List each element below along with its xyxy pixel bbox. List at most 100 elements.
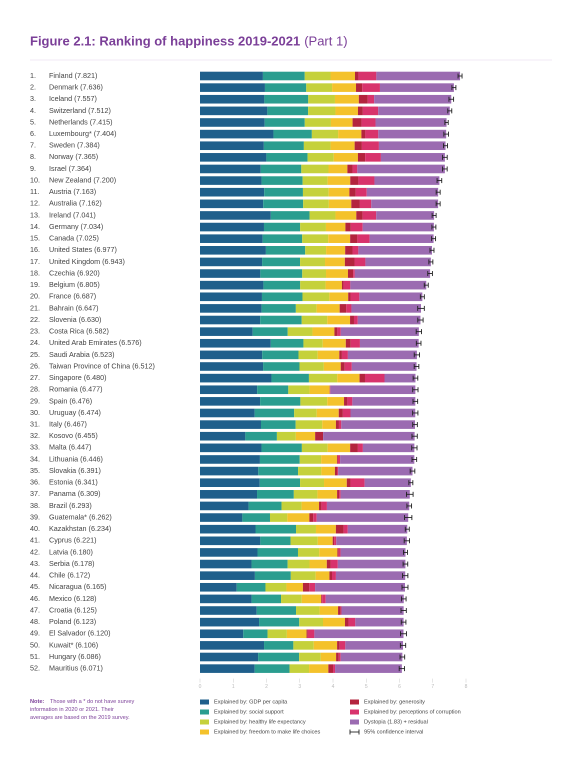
bar-segment <box>200 397 260 406</box>
bar-segment <box>200 258 262 267</box>
bar-segment <box>338 560 406 569</box>
bar-segment <box>350 478 364 487</box>
bar-segment <box>299 362 323 371</box>
bar-segment <box>262 258 300 267</box>
bar-segment <box>200 130 273 139</box>
bar-segment <box>200 618 259 627</box>
bar-segment <box>200 107 267 116</box>
legend-swatch <box>200 730 209 735</box>
rank-label: 42. <box>30 547 40 556</box>
bar-segment <box>245 432 277 441</box>
legend-swatch <box>200 710 209 715</box>
bar-segment <box>314 641 337 650</box>
bar-segment <box>345 641 403 650</box>
bar-segment <box>271 339 304 348</box>
bar-segment <box>319 548 337 557</box>
bar-segment <box>332 571 336 580</box>
category-label: Taiwan Province of China (6.512) <box>49 361 155 370</box>
bar-segment <box>329 571 332 580</box>
bar-segment <box>270 513 287 522</box>
bar-segment <box>287 629 307 638</box>
category-label: El Salvador (6.120) <box>49 629 111 638</box>
bar-segment <box>337 641 340 650</box>
bar-segment <box>200 664 255 673</box>
bar-segment <box>345 258 355 267</box>
bar-segment <box>302 269 326 278</box>
rank-label: 35. <box>30 466 40 475</box>
bar-segment <box>255 571 291 580</box>
bar-segment <box>260 316 302 325</box>
bar-segment <box>200 83 265 92</box>
bar-segment <box>350 176 358 185</box>
bar-segment <box>341 420 415 429</box>
bar-segment <box>286 583 302 592</box>
bar-segment <box>261 165 302 174</box>
category-label: Nicaragua (6.165) <box>49 582 107 591</box>
bar-segment <box>200 223 264 232</box>
bar-segment <box>315 432 323 441</box>
note-label: Note: <box>30 699 44 705</box>
bar-segment <box>368 95 374 104</box>
bar-segment <box>257 490 294 499</box>
bar-segment <box>327 316 350 325</box>
category-label: Kuwait* (6.106) <box>49 640 98 649</box>
category-label: Israel (7.364) <box>49 164 91 173</box>
bar-segment <box>334 537 336 546</box>
bar-segment <box>267 107 308 116</box>
category-label: Ireland (7.041) <box>49 210 96 219</box>
bar-segment <box>356 188 367 197</box>
category-label: Kazakhstan (6.234) <box>49 524 111 533</box>
bar-segment <box>365 374 385 383</box>
rank-label: 38. <box>30 501 40 510</box>
bar-segment <box>282 502 302 511</box>
bar-segment <box>253 327 288 336</box>
rank-label: 22. <box>30 315 40 324</box>
bar-segment <box>291 571 316 580</box>
bar-segment <box>302 444 328 453</box>
bar-segment <box>268 629 287 638</box>
bar-segment <box>242 513 270 522</box>
bar-segment <box>300 455 321 464</box>
bar-segment <box>263 281 300 290</box>
category-label: Australia (7.162) <box>49 199 102 208</box>
bar-segment <box>200 537 260 546</box>
bar-segment <box>363 444 414 453</box>
bar-segment <box>260 455 300 464</box>
rank-label: 40. <box>30 524 40 533</box>
rank-label: 47. <box>30 605 40 614</box>
bar-segment <box>200 374 271 383</box>
bar-segment <box>341 490 410 499</box>
bar-segment <box>318 537 333 546</box>
bar-segment <box>260 269 302 278</box>
rank-label: 16. <box>30 245 40 254</box>
bar-segment <box>328 664 333 673</box>
chart-subtitle: (Part 1) <box>304 33 347 48</box>
rank-label: 41. <box>30 536 40 545</box>
rank-label: 11. <box>30 187 39 196</box>
bar-segment <box>200 234 263 243</box>
note: Note: <box>30 699 44 705</box>
bar-segment <box>354 316 358 325</box>
bar-segment <box>318 351 340 360</box>
bar-segment <box>332 83 356 92</box>
rank-label: 7. <box>30 141 36 150</box>
legend-swatch <box>350 700 359 705</box>
rank-label: 15. <box>30 234 40 243</box>
legend-swatch <box>350 710 359 715</box>
bar-segment <box>298 548 319 557</box>
bar-segment <box>341 362 345 371</box>
bar-segment <box>300 258 325 267</box>
rank-label: 8. <box>30 152 36 161</box>
bar-segment <box>200 420 261 429</box>
rank-label: 52. <box>30 664 40 673</box>
bar-segment <box>351 304 421 313</box>
rank-label: 33. <box>30 443 40 452</box>
rank-label: 37. <box>30 489 40 498</box>
bar-segment <box>264 188 303 197</box>
bar-segment <box>262 444 302 453</box>
bar-segment <box>265 583 286 592</box>
category-label: Norway (7.365) <box>49 152 98 161</box>
bar-segment <box>296 304 317 313</box>
